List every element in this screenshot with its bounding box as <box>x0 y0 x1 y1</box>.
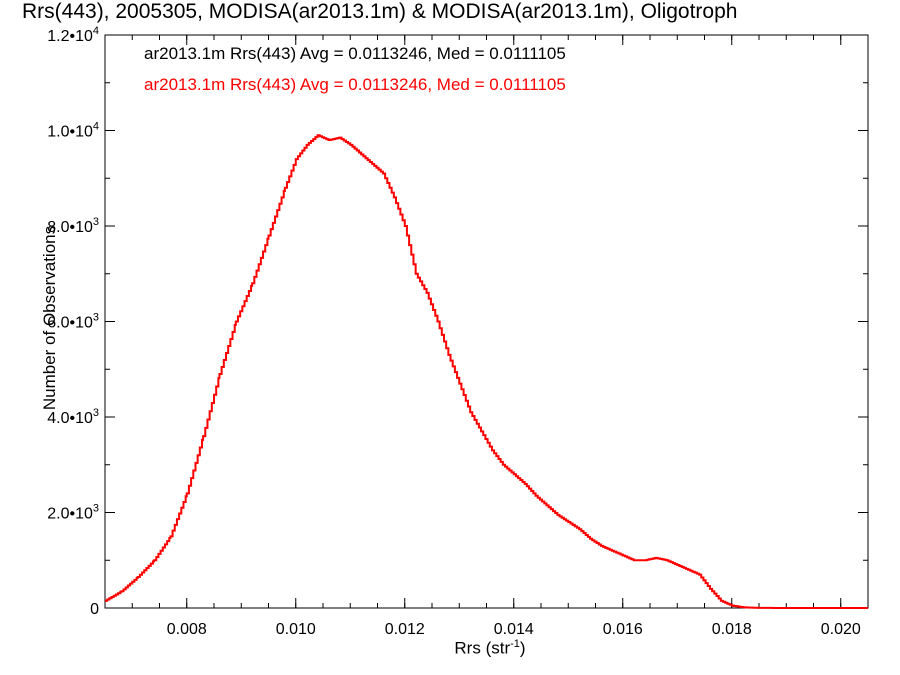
y-axis-label: Number of Observations <box>40 225 59 411</box>
y-tick-label: 1.0•104 <box>47 121 99 141</box>
plot-frame <box>104 34 869 609</box>
x-tick-label: 0.016 <box>603 621 643 638</box>
x-tick-label: 0.012 <box>385 621 425 638</box>
chart-title: Rrs(443), 2005305, MODISA(ar2013.1m) & M… <box>22 0 738 23</box>
x-axis-label-exponent: -1 <box>510 638 520 650</box>
x-tick-label: 0.008 <box>167 621 207 638</box>
x-tick-label: 0.020 <box>821 621 861 638</box>
x-axis-label-text: Rrs (str <box>454 638 511 658</box>
legend-entry-1: ar2013.1m Rrs(443) Avg = 0.0113246, Med … <box>144 44 566 63</box>
y-tick-label: 2.0•103 <box>47 503 99 523</box>
x-tick-label: 0.010 <box>276 621 316 638</box>
x-tick-label: 0.014 <box>494 621 534 638</box>
x-axis-label-suffix: ) <box>519 638 526 658</box>
y-tick-label: 4.0•103 <box>47 407 99 427</box>
y-tick-label: 6.0•103 <box>47 312 99 332</box>
legend-entry-2: ar2013.1m Rrs(443) Avg = 0.0113246, Med … <box>144 75 566 94</box>
y-tick-label: 1.2•104 <box>47 25 99 45</box>
series-line <box>105 134 868 609</box>
x-axis-label: Rrs (str-1) <box>380 638 600 659</box>
x-tick-label: 0.018 <box>712 621 752 638</box>
y-tick-label: 0 <box>90 601 99 618</box>
y-tick-label: 8.0•103 <box>47 216 99 236</box>
